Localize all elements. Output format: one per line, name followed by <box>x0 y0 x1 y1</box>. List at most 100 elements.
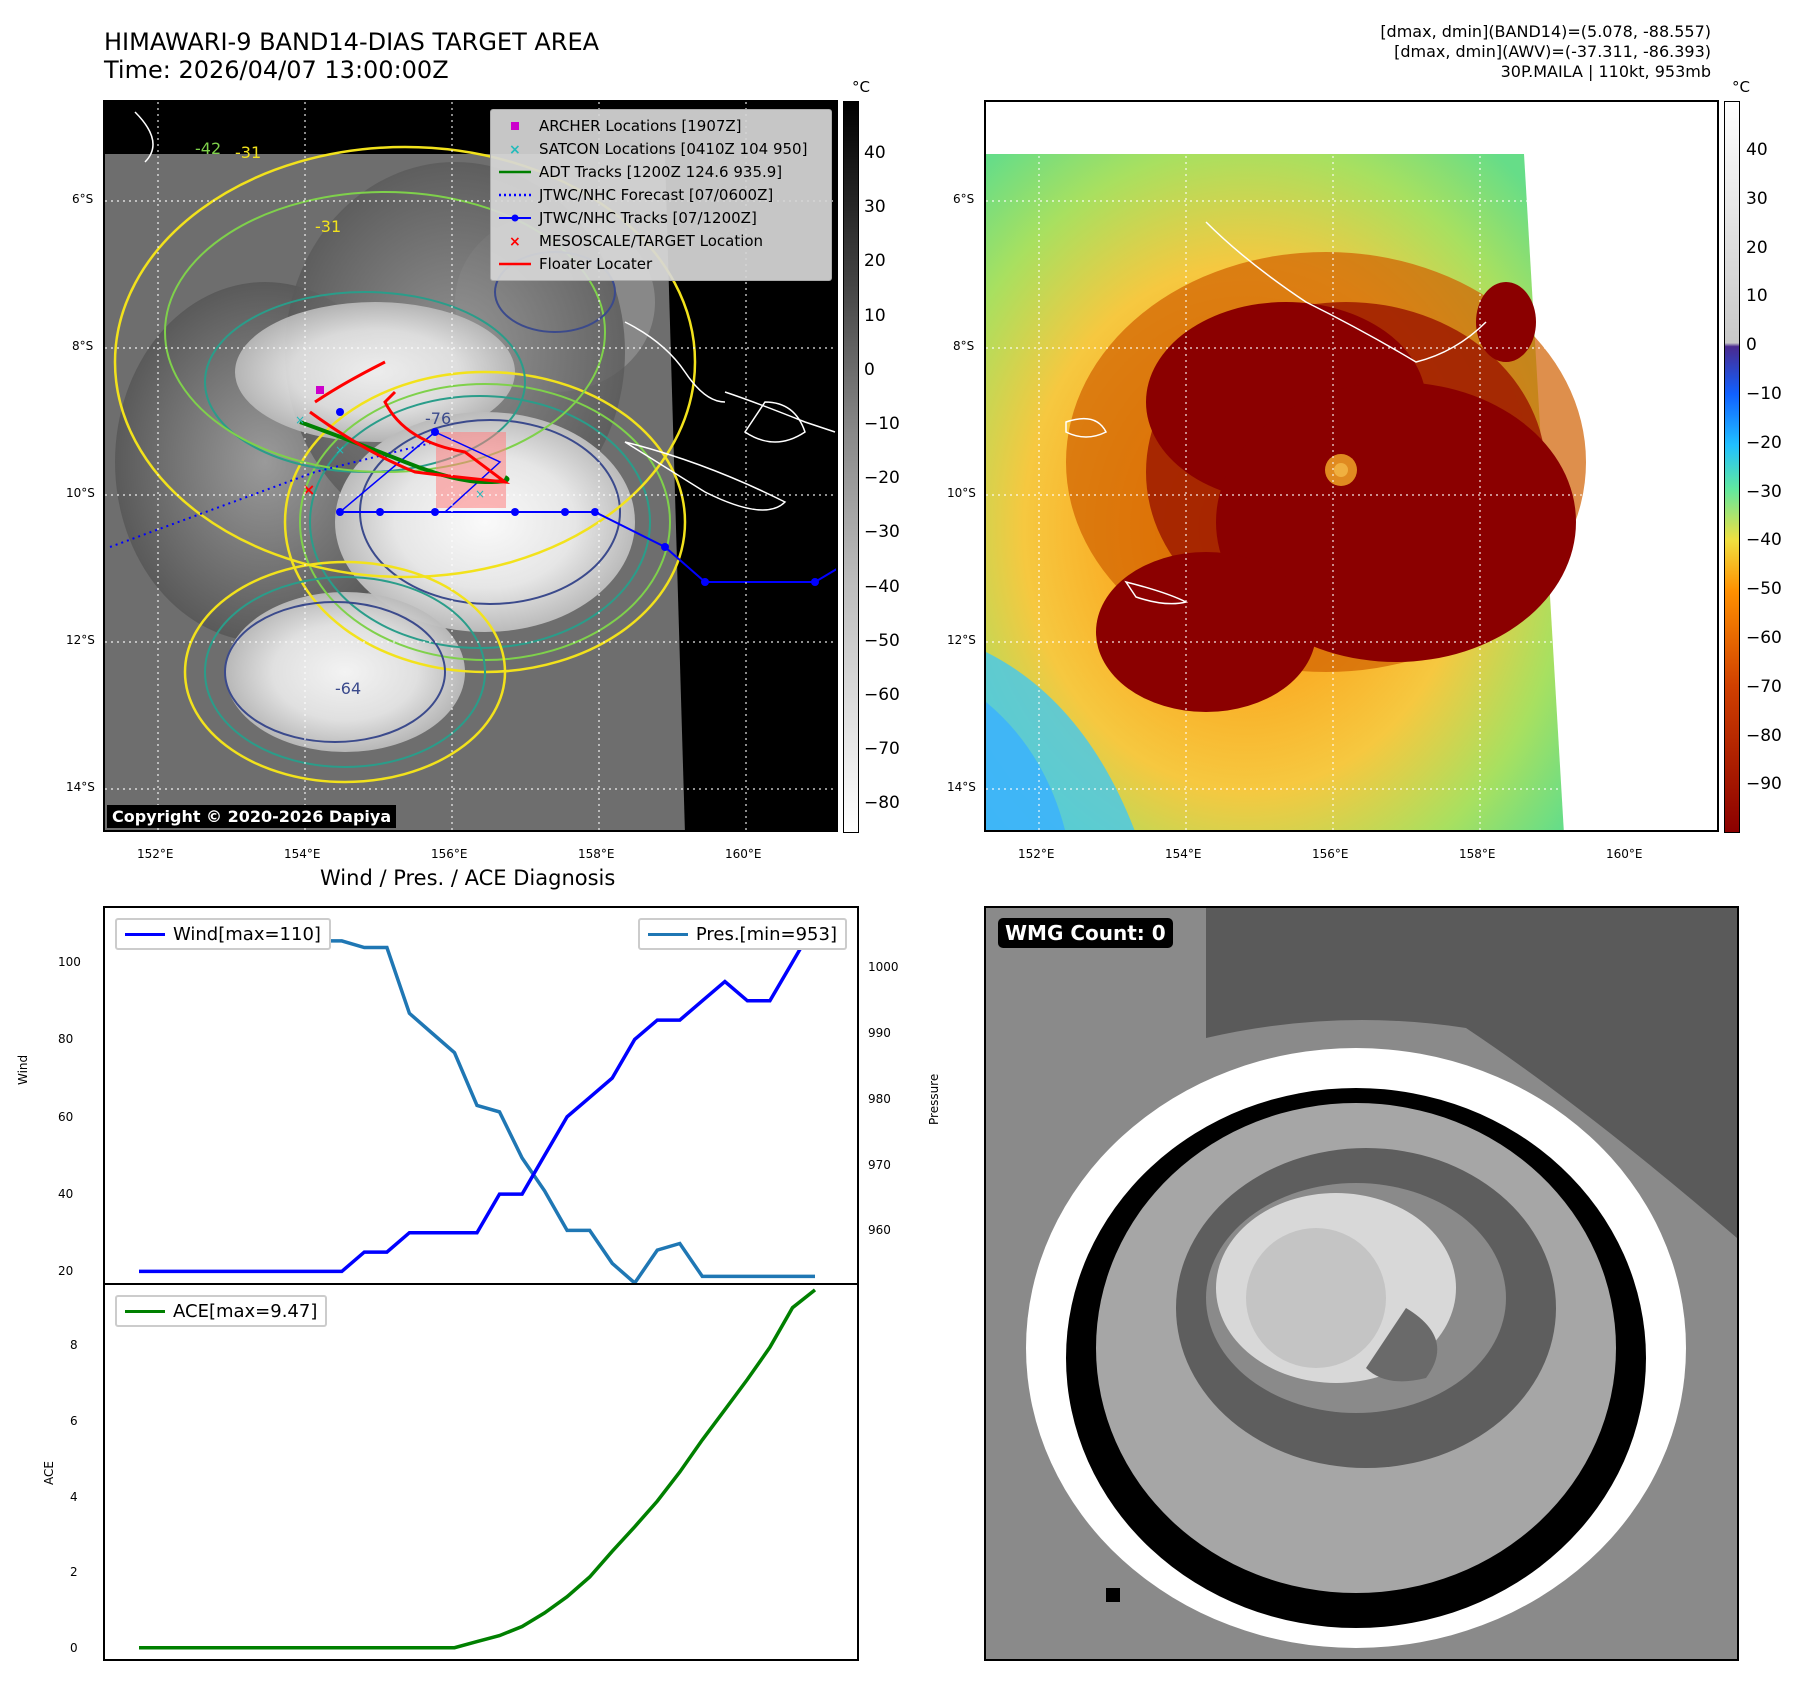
legend-item: × SATCON Locations [0410Z 104 950] <box>491 137 831 160</box>
colorbar-tick: −60 <box>864 685 900 705</box>
ace-tick: 0 <box>70 1640 78 1655</box>
wind-tick: 100 <box>58 955 81 970</box>
ace-legend-swatch <box>125 1309 165 1313</box>
lon-tick: 158°E <box>1459 847 1496 861</box>
lat-tick: 6°S <box>72 192 94 206</box>
legend-label: JTWC/NHC Tracks [07/1200Z] <box>539 208 757 227</box>
pressure-tick: 990 <box>868 1026 891 1040</box>
colorbar-tick: 10 <box>864 305 886 326</box>
colorbar-tick: −50 <box>864 630 900 651</box>
wind-pres-panel: Wind[max=110] Pres.[min=953] <box>103 906 859 1285</box>
ace-tick: 4 <box>70 1489 78 1504</box>
contour-label: -31 <box>315 217 341 236</box>
contour-label: -31 <box>235 143 261 162</box>
wind-ylabel: Wind <box>16 1054 30 1085</box>
colorbar-tick: 20 <box>1746 237 1768 258</box>
legend-label: ADT Tracks [1200Z 124.6 935.9] <box>539 162 783 181</box>
lon-tick: 154°E <box>284 847 321 861</box>
legend-item: ADT Tracks [1200Z 124.6 935.9] <box>491 160 831 183</box>
info-storm: 30P.MAILA | 110kt, 953mb <box>1500 62 1711 81</box>
colorbar-tick: 40 <box>1746 140 1768 160</box>
legend-symbol-icon <box>511 121 519 130</box>
colorbar-left <box>843 101 859 833</box>
legend-item: JTWC/NHC Tracks [07/1200Z] <box>491 206 831 229</box>
ir-map-canvas: × × × × -42 -31 -31 -76 -64 <box>105 102 836 830</box>
colorbar-tick: −80 <box>1746 725 1782 746</box>
map-legend: ARCHER Locations [1907Z] × SATCON Location… <box>490 109 832 281</box>
legend-symbol-icon: × <box>509 142 521 157</box>
chart-title: HIMAWARI-9 BAND14-DIAS TARGET AREA <box>104 28 600 56</box>
colorbar-tick: −50 <box>1746 579 1782 600</box>
svg-text:×: × <box>475 487 485 501</box>
lon-tick: 160°E <box>1606 847 1643 861</box>
colorbar-tick: −80 <box>864 793 900 814</box>
lat-tick: 10°S <box>947 486 976 500</box>
lon-tick: 160°E <box>725 847 762 861</box>
colorbar-unit: °C <box>1732 78 1750 96</box>
wmg-count-label: WMG Count: 0 <box>998 918 1173 948</box>
wind-pres-plot <box>139 919 817 1283</box>
legend-label: MESOSCALE/TARGET Location <box>539 231 764 250</box>
wind-legend-swatch <box>125 932 165 936</box>
lat-tick: 12°S <box>947 633 976 647</box>
colorbar-tick: 0 <box>864 359 875 380</box>
colorbar-tick: −70 <box>864 739 900 760</box>
lon-tick: 156°E <box>431 847 468 861</box>
chart-time: Time: 2026/04/07 13:00:00Z <box>104 56 449 84</box>
legend-item: × MESOSCALE/TARGET Location <box>491 229 831 252</box>
wind-legend-label: Wind[max=110] <box>173 923 321 945</box>
colorbar-tick: 0 <box>1746 335 1757 356</box>
ace-legend: ACE[max=9.47] <box>115 1295 328 1327</box>
legend-symbol-icon <box>499 214 531 221</box>
colorbar-tick: −20 <box>864 468 900 489</box>
colorbar-tick: −10 <box>1746 384 1782 404</box>
legend-label: Floater Locater <box>539 254 653 273</box>
wmg-panel: WMG Count: 0 <box>984 906 1739 1661</box>
colorbar-tick: −40 <box>864 576 900 597</box>
lat-tick: 14°S <box>947 780 976 794</box>
wind-tick: 80 <box>58 1032 74 1047</box>
legend-symbol-icon <box>499 262 531 265</box>
pressure-tick: 970 <box>868 1157 891 1172</box>
ace-tick: 6 <box>70 1414 78 1428</box>
colorbar-tick: 30 <box>1746 188 1768 209</box>
legend-item: JTWC/NHC Forecast [07/0600Z] <box>491 183 831 206</box>
colorbar-right <box>1724 101 1740 833</box>
awv-map-canvas <box>986 102 1717 830</box>
wmg-canvas <box>986 908 1737 1659</box>
ace-line <box>139 1288 817 1650</box>
colorbar-tick: 20 <box>864 251 886 272</box>
pres-legend: Pres.[min=953] <box>637 918 847 950</box>
lon-tick: 152°E <box>1018 847 1055 861</box>
lat-tick: 8°S <box>72 339 94 353</box>
wind-line <box>139 922 817 1274</box>
ir-map-panel: × × × × -42 -31 -31 -76 -64 ARCHER Locatio… <box>103 100 838 832</box>
wind-tick: 60 <box>58 1109 74 1124</box>
pres-legend-swatch <box>647 932 688 936</box>
colorbar-tick: −40 <box>1746 530 1782 551</box>
lat-tick: 12°S <box>66 633 95 647</box>
contour-label: -42 <box>195 139 221 158</box>
svg-text:×: × <box>335 443 345 457</box>
copyright-label: Copyright © 2020-2026 Dapiya <box>107 805 397 828</box>
lon-tick: 152°E <box>137 847 174 861</box>
colorbar-unit: °C <box>852 78 870 96</box>
info-band14: [dmax, dmin](BAND14)=(5.078, -88.557) <box>1380 22 1711 41</box>
legend-label: SATCON Locations [0410Z 104 950] <box>539 139 808 158</box>
lat-tick: 8°S <box>953 339 975 353</box>
ace-plot <box>139 1288 817 1650</box>
info-awv: [dmax, dmin](AWV)=(-37.311, -86.393) <box>1394 42 1711 61</box>
legend-item: ARCHER Locations [1907Z] <box>491 114 831 137</box>
ace-panel: ACE[max=9.47] <box>103 1283 859 1661</box>
pressure-line <box>139 919 815 1283</box>
wind-tick: 20 <box>58 1264 74 1279</box>
legend-label: ARCHER Locations [1907Z] <box>539 116 742 135</box>
legend-symbol-icon <box>499 170 531 173</box>
legend-label: JTWC/NHC Forecast [07/0600Z] <box>539 185 774 204</box>
colorbar-tick: −70 <box>1746 676 1782 697</box>
colorbar-tick: −30 <box>864 522 900 543</box>
legend-symbol-icon <box>499 193 531 196</box>
lat-tick: 6°S <box>953 192 975 206</box>
ace-tick: 8 <box>70 1338 78 1353</box>
colorbar-tick: −90 <box>1746 774 1782 795</box>
